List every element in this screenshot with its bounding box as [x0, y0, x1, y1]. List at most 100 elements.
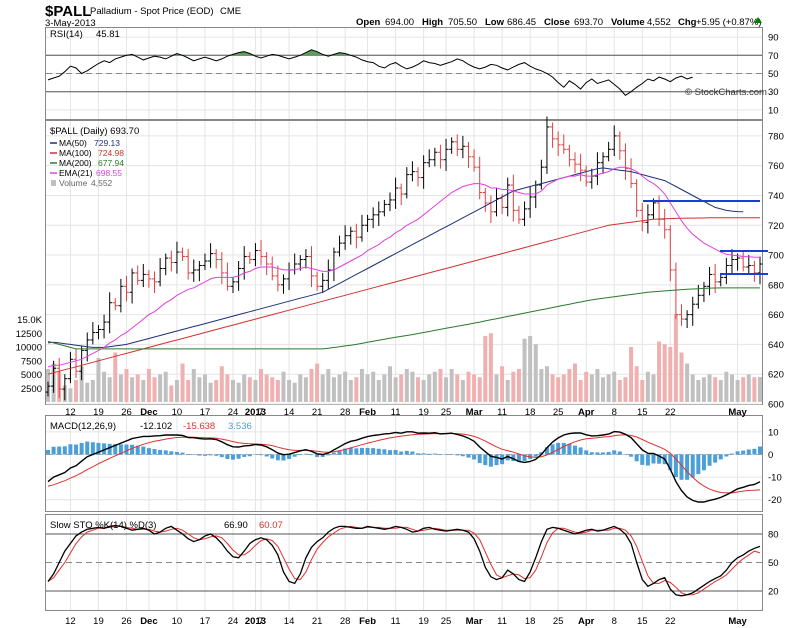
macd-histogram-bar [460, 454, 465, 457]
macd-histogram-bar [315, 454, 320, 457]
macd-legend-name: MACD(12,26,9) [50, 421, 116, 432]
macd-histogram-bar [483, 454, 488, 466]
volume-bar [601, 377, 606, 402]
x-tick-label: 18 [525, 407, 536, 418]
macd-histogram-bar [455, 454, 460, 456]
x-tick-label: 19 [93, 616, 104, 627]
volume-bar [107, 377, 112, 402]
macd-histogram-bar [612, 450, 617, 455]
volume-bar [606, 374, 611, 402]
volume-bar [528, 336, 533, 402]
volume-bar [281, 371, 286, 402]
macd-histogram-bar [281, 454, 286, 461]
low-label: Low [485, 17, 505, 28]
volume-bar [343, 371, 348, 402]
volume-bar [124, 369, 129, 402]
macd-legend-signal: -15.638 [183, 421, 215, 432]
volume-bar [640, 380, 645, 402]
macd-histogram-bar [617, 451, 622, 455]
macd-histogram-bar [539, 452, 544, 455]
x-tick-label: 12 [65, 616, 76, 627]
x-tick-label: Dec [140, 616, 157, 627]
macd-histogram-bar [668, 454, 673, 471]
x-tick-label: 7 [258, 616, 263, 627]
volume-bar [191, 369, 196, 402]
x-tick-label: 22 [665, 407, 676, 418]
volume-bar [533, 344, 538, 402]
volume-bar [724, 371, 729, 402]
volume-bar [438, 369, 443, 402]
rsi-line [47, 49, 693, 96]
volume-bar [236, 382, 241, 402]
macd-panel [45, 415, 763, 512]
macd-line [47, 430, 761, 503]
macd-histogram-bar [331, 452, 336, 455]
macd-histogram-bar [348, 447, 353, 455]
macd-histogram-bar [247, 454, 252, 457]
volume-bar [354, 377, 359, 402]
volume-bar [219, 366, 224, 402]
macd-histogram-bar [472, 454, 477, 460]
sto-tick-label: 20 [768, 587, 779, 598]
volume-bar [315, 363, 320, 402]
x-tick-label: Dec [140, 407, 157, 418]
rsi-legend: RSI(14) 45.81 [50, 29, 120, 40]
volume-bar [275, 380, 280, 402]
x-tick-label: 12 [65, 407, 76, 418]
macd-histogram-bar [174, 451, 179, 455]
open-value: 694.00 [385, 17, 414, 28]
volume-bar [432, 371, 437, 402]
macd-histogram-bar [74, 444, 79, 455]
volume-tick-label: 10000 [16, 343, 42, 354]
volume-bar [371, 371, 376, 402]
volume-bar [186, 380, 191, 402]
macd-histogram-bar [298, 454, 303, 455]
volume-swatch [51, 180, 56, 186]
volume-bar [359, 369, 364, 402]
macd-histogram-bar [152, 449, 157, 455]
macd-histogram-bar [701, 454, 706, 471]
x-tick-label: 19 [93, 407, 104, 418]
low-value: 686.45 [507, 17, 536, 28]
exchange: CME [220, 6, 241, 17]
x-tick-label: 28 [340, 407, 351, 418]
macd-histogram-bar [163, 450, 168, 455]
volume-bar [735, 380, 740, 402]
price-tick-label: 700 [768, 251, 784, 262]
axis-labels: 121219192626DecDec1010171724242013201377… [16, 33, 784, 627]
trendline-annotations [643, 200, 768, 275]
x-tick-label: 19 [418, 407, 429, 418]
macd-histogram-bar [337, 450, 342, 455]
macd-histogram-bar [477, 454, 482, 464]
ma50-line [47, 167, 744, 348]
macd-histogram-bar [135, 445, 140, 455]
macd-histogram-bar [533, 454, 538, 457]
volume-bar [444, 377, 449, 402]
macd-histogram-bar [231, 454, 236, 460]
volume-bar [421, 380, 426, 402]
sto-legend: Slow STO %K(14) %D(3) 66.90 60.07 [50, 520, 283, 531]
rsi-tick-label: 30 [768, 87, 779, 98]
x-tick-label: 26 [121, 616, 132, 627]
sto-d-line [47, 525, 761, 596]
sto-k-line [47, 524, 761, 597]
macd-histogram-bar [292, 454, 297, 457]
ma200-legend-value: 677.94 [98, 158, 124, 168]
macd-histogram-bar [404, 450, 409, 455]
volume-bar [337, 374, 342, 402]
macd-histogram-bar [410, 451, 415, 455]
macd-histogram-bar [729, 453, 734, 455]
high-value: 705.50 [448, 17, 477, 28]
ma100-legend-value: 724.98 [98, 148, 124, 158]
macd-histogram-bar [113, 444, 118, 455]
x-tick-label: 24 [228, 616, 239, 627]
volume-bar [135, 374, 140, 402]
volume-bar [309, 369, 314, 402]
macd-histogram-bar [741, 450, 746, 455]
x-tick-label: Feb [359, 616, 376, 627]
volume-bar [225, 374, 230, 402]
macd-histogram-bar [735, 451, 740, 455]
volume-bar [718, 380, 723, 402]
macd-histogram-bar [376, 448, 381, 455]
